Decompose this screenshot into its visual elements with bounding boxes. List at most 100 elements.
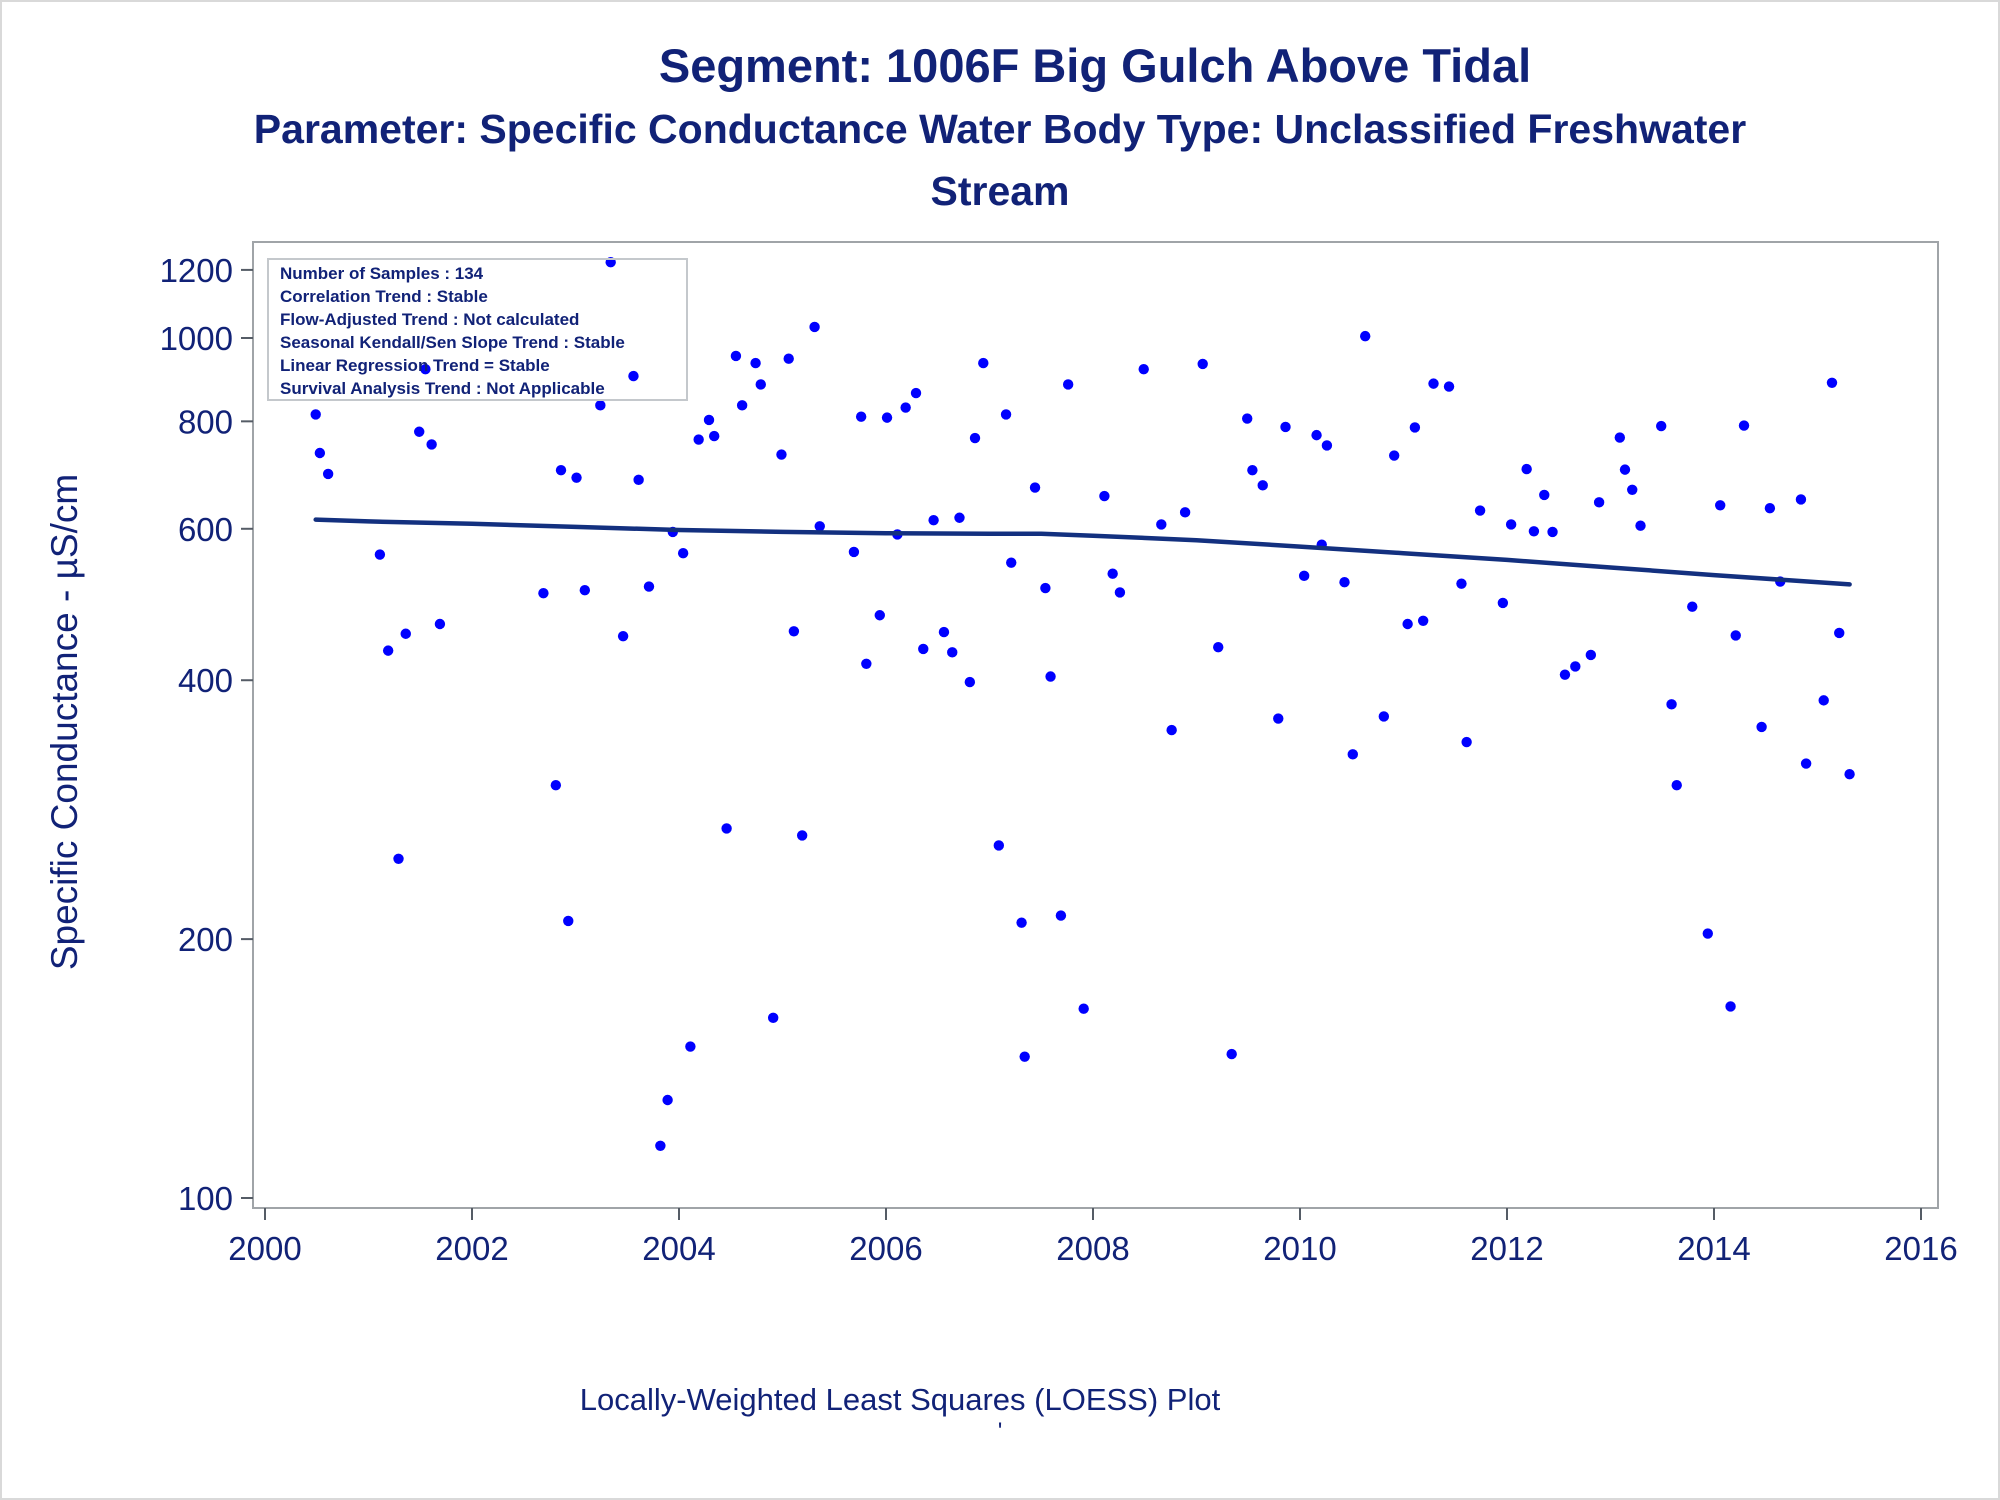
data-point [1671,779,1682,791]
data-point [721,823,732,834]
data-points [310,257,1855,1151]
data-point [776,449,787,460]
data-point [662,1094,673,1106]
data-point [910,387,922,399]
data-point [426,439,437,450]
data-point [1800,758,1812,769]
y-tick-label: 200 [178,921,233,958]
data-point [1045,671,1056,682]
data-point [1055,910,1067,921]
stats-box-line: Survival Analysis Trend : Not Applicable [280,379,605,398]
plot-area [252,241,1939,1209]
x-tick-label: 2016 [1884,1230,1957,1267]
data-point [310,409,321,420]
data-point [1029,482,1041,493]
x-tick-label: 2000 [228,1230,301,1267]
data-point [1443,381,1455,392]
data-point [1619,464,1631,475]
stats-box-line: Correlation Trend : Stable [280,287,488,306]
data-point [1505,519,1517,530]
footnote-mark: ' [997,1418,1003,1445]
y-tick-label: 800 [178,403,233,440]
data-point [1019,1051,1030,1062]
data-point [1402,618,1413,630]
data-point [938,626,950,638]
data-point [1497,597,1509,609]
data-point [1166,724,1177,736]
data-point [1257,480,1268,491]
data-point [628,370,639,382]
y-tick-label: 400 [178,662,233,699]
data-point [947,647,958,658]
x-tick-label: 2012 [1470,1230,1543,1267]
x-tick-label: 2008 [1056,1230,1129,1267]
data-point [1378,711,1390,722]
x-tick-label: 2006 [849,1230,922,1267]
plot-border [252,241,1939,1209]
data-point [1585,649,1597,661]
data-point [1078,1003,1089,1014]
data-point [393,853,404,864]
data-point [928,514,939,526]
data-point [767,1012,779,1024]
stats-box-line: Seasonal Kendall/Sen Slope Trend : Stabl… [280,333,625,352]
chart-title: Segment: 1006F Big Gulch Above Tidal [658,39,1532,92]
data-point [1000,409,1012,420]
data-point [595,400,606,411]
stats-box-line: Flow-Adjusted Trend : Not calculated [280,310,579,329]
data-point [382,645,394,656]
data-point [1099,490,1110,502]
data-point [1666,699,1677,710]
data-point [655,1140,666,1151]
chart-footnote: Locally-Weighted Least Squares (LOESS) P… [579,1382,1221,1417]
data-point [693,434,704,445]
data-point [1764,503,1776,514]
data-point [1738,420,1750,431]
data-point [1213,641,1224,653]
data-point [677,548,689,559]
x-tick-label: 2010 [1263,1230,1336,1267]
data-point [954,512,965,523]
data-point [730,350,742,362]
data-point [1242,413,1253,424]
data-point [434,618,446,630]
data-point [1539,489,1550,501]
data-point [703,414,715,426]
data-point [685,1041,696,1052]
data-point [1388,450,1400,461]
data-point [755,379,766,390]
data-point [750,357,761,369]
x-axis: 2000 2002 2004 2006 2008 2010 2012 2014 2016 [228,1208,1958,1267]
data-point [1844,769,1855,780]
data-point [400,628,411,639]
data-point [314,447,326,459]
data-point [1138,363,1149,375]
x-tick-label: 2004 [642,1230,715,1267]
data-point [1635,520,1646,531]
data-point [861,658,872,669]
chart-subtitle-line-1: Parameter: Specific Conductance Water Bo… [253,106,1747,152]
data-point [1107,568,1118,579]
data-point [1298,570,1310,582]
data-point [1461,736,1472,748]
y-tick-label: 600 [178,511,233,548]
data-point [1247,464,1258,476]
data-point [374,549,386,560]
data-point [848,546,860,558]
data-point [633,474,644,486]
data-point [783,353,794,364]
data-point [420,363,431,375]
loess-trend [313,517,1852,587]
data-point [969,432,981,444]
data-point [1280,421,1291,433]
data-point [1417,615,1429,626]
data-point [993,840,1005,851]
stats-legend-box: Number of Samples : 134 Correlation Trend… [267,258,688,401]
data-point [1226,1048,1237,1060]
data-point [900,402,911,413]
data-point [1339,577,1350,588]
y-tick-label: 100 [178,1180,233,1217]
data-point [1273,713,1284,724]
data-point [1311,429,1322,441]
